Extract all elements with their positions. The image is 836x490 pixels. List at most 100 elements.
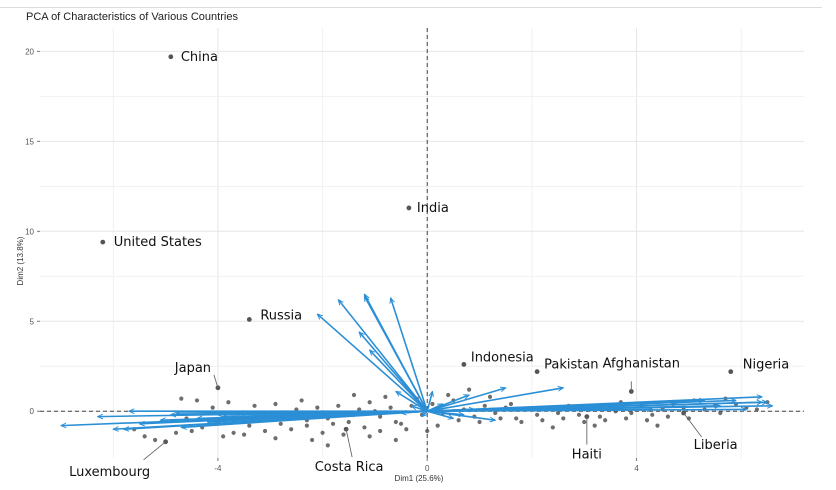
country-labels: China India United States Russia Japan Indone… [69,50,789,480]
data-point [289,427,294,432]
data-point [315,405,320,410]
country-label: Nigeria [743,358,790,373]
data-point [493,410,498,416]
top-divider [0,7,822,8]
data-point [456,418,461,423]
data-point [498,416,503,421]
labeled-point [534,369,540,375]
data-point [278,421,283,426]
data-point [247,423,252,428]
country-label: Indonesia [471,350,534,365]
labeled-point [728,369,734,375]
loading-arrow [426,391,432,412]
data-point [519,419,524,425]
data-point [189,428,194,434]
data-point [398,421,404,426]
country-label: Afghanistan [603,356,680,371]
data-point [153,437,158,443]
data-point [142,434,147,439]
data-point [582,419,587,425]
data-point [555,410,561,416]
data-point [550,425,555,430]
data-point [718,410,723,416]
data-point [330,421,336,426]
loading-arrow [427,388,563,413]
data-point [393,437,398,443]
loading-arrow [391,298,428,412]
data-point [514,416,519,421]
data-point [273,436,278,441]
data-point [686,416,691,421]
data-point [304,423,309,428]
data-point [561,416,566,421]
label-leader-line [143,441,166,461]
data-point [592,423,597,428]
data-point [336,403,341,408]
data-point [477,419,482,425]
y-tick-label: 0 [30,407,35,416]
labeled-point [461,362,467,367]
y-tick-label: 10 [25,227,34,236]
loading-arrow [427,397,762,413]
data-point [430,401,435,407]
label-leader-line [213,374,219,388]
loading-arrow [338,300,428,412]
country-label: China [181,50,218,65]
loading-arrow [363,294,428,412]
data-point [299,398,304,403]
data-point [435,423,440,428]
loading-arrow [401,411,428,413]
data-point [367,400,372,405]
y-tick-label: 15 [25,137,34,146]
country-label: Luxembourg [69,465,150,480]
data-point [351,392,357,398]
data-points [100,54,770,448]
loading-arrow [427,406,772,413]
country-label: Pakistan [544,358,598,373]
data-point [629,410,634,416]
data-point [378,428,383,434]
x-axis-label: Dim1 (25.6%) [395,474,444,483]
country-label: Haiti [572,448,602,463]
data-point [603,418,608,423]
country-label: Russia [260,308,302,323]
data-point [273,401,278,407]
data-point [231,430,236,435]
data-point [221,434,226,439]
data-point [383,394,388,399]
loading-arrow [370,350,428,412]
country-label: Costa Rica [315,460,384,475]
data-point [252,403,257,408]
data-point [482,403,487,408]
data-point [173,430,179,435]
data-point [665,414,671,419]
country-label: Liberia [694,438,738,453]
data-point [650,412,655,417]
data-point [508,401,514,407]
axis-ticks: -4 0 4 0 5 10 15 20 [25,47,639,473]
data-point [310,437,315,443]
data-point [655,423,660,428]
y-axis-label: Dim2 (13.8%) [16,236,25,285]
data-point [644,418,650,423]
loading-arrow [422,410,428,416]
data-point [446,392,451,398]
data-point [226,400,231,405]
country-label: Japan [174,361,211,376]
data-point [466,387,472,392]
data-point [535,412,540,417]
loading-arrow [317,314,428,412]
data-point [210,405,215,410]
country-label: India [417,201,449,216]
data-point [320,430,325,435]
data-point [378,414,383,419]
data-point [367,434,372,439]
data-point [597,414,603,419]
y-tick-label: 20 [25,47,34,56]
data-point [404,427,409,432]
country-label: United States [114,235,202,250]
x-tick-label: -4 [214,464,222,473]
label-leader-line [345,429,353,458]
labeled-point [100,239,106,245]
